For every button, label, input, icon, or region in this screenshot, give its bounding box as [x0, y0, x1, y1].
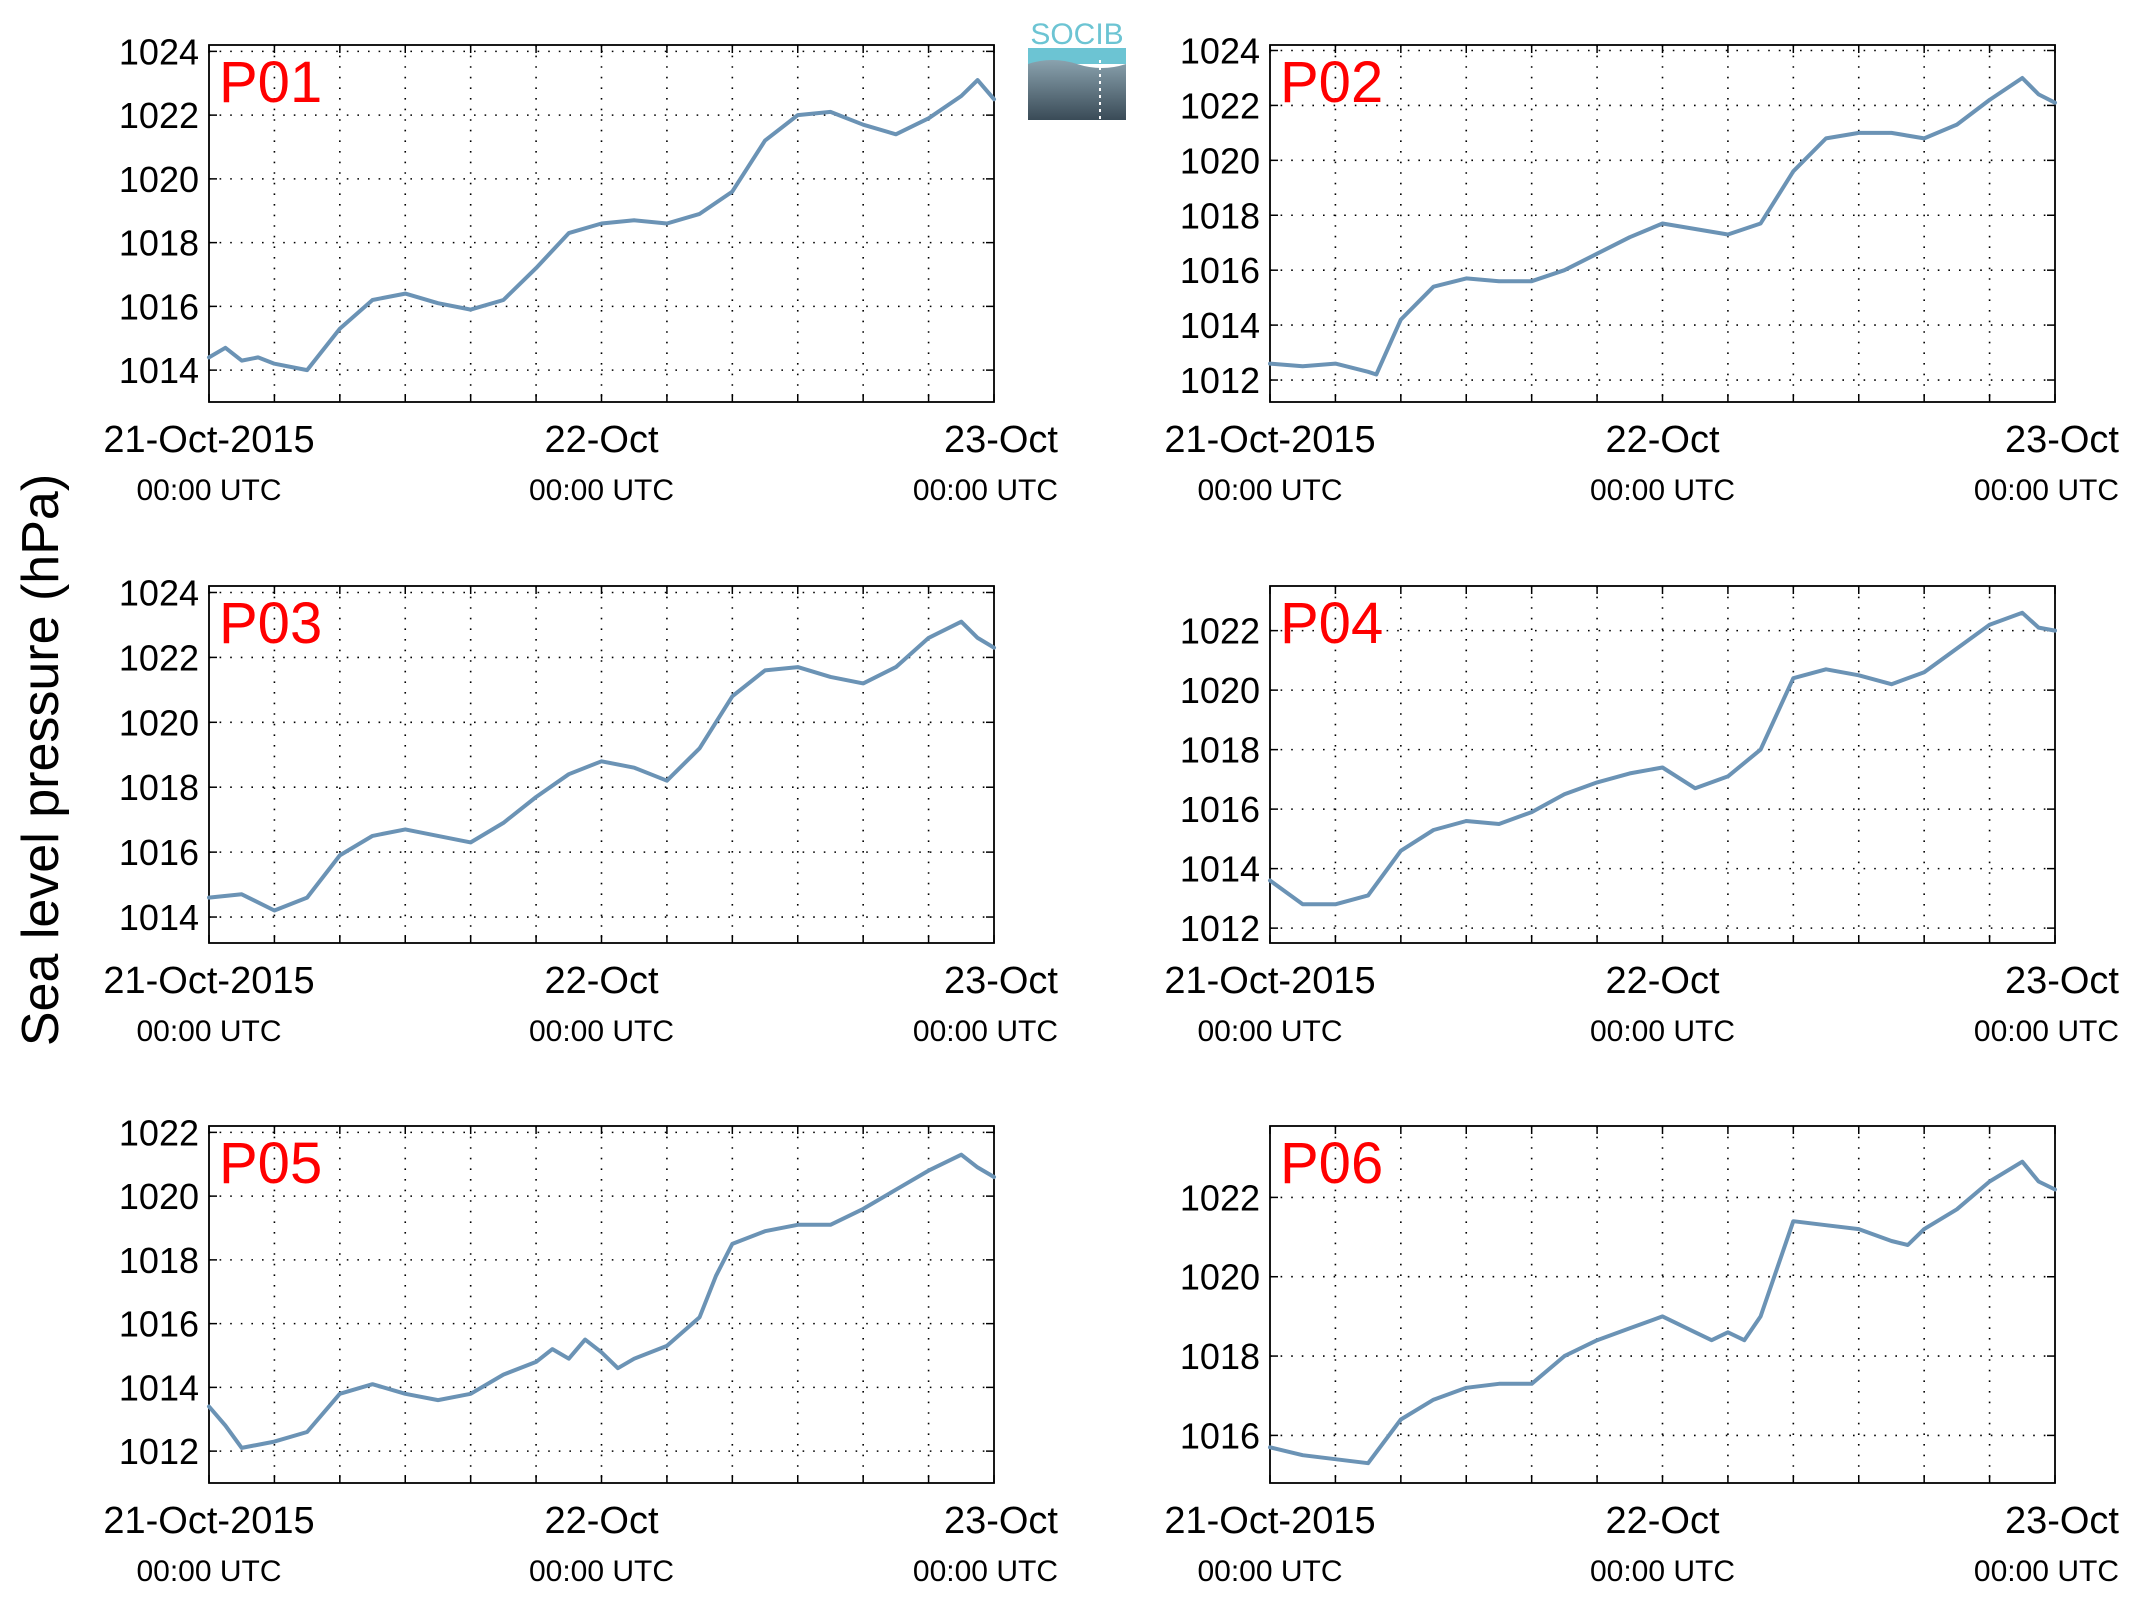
panel-p01-y-tick-label: 1022 — [119, 95, 199, 136]
panel-p06-x-tick-sublabel: 00:00 UTC — [1590, 1555, 1735, 1588]
panel-p04-pressure-series-line — [1268, 610, 2057, 907]
panel-p05-x-tick-sublabel: 00:00 UTC — [529, 1555, 674, 1588]
panel-p01-y-tick-label: 1018 — [119, 223, 199, 264]
panel-p02-x-tick-label: 22-Oct — [1605, 419, 1719, 461]
panel-p05-x-tick-label: 23-Oct — [944, 1500, 1058, 1542]
panel-p06-x-tick-label: 23-Oct — [2005, 1500, 2119, 1542]
panel-p04-y-tick-label: 1022 — [1180, 611, 1260, 652]
socib-logo-wave-icon — [1028, 48, 1126, 64]
panel-p03-pressure-series-line — [207, 619, 996, 913]
panel-p02-y-tick-label: 1012 — [1180, 360, 1260, 401]
panel-p02: 1012 1014 1016 1018 1020 1022 1024 21-Oct-2015 0… — [1164, 30, 2119, 507]
panel-p02-x-tick-sublabel: 00:00 UTC — [1197, 474, 1342, 507]
panel-p05: 1012 1014 1016 1018 1020 1022 21-Oct-2015 00:00… — [103, 1112, 1058, 1588]
panel-p05-x-tick-sublabel: 00:00 UTC — [136, 1555, 281, 1588]
shared-y-axis-label: Sea level pressure (hPa) — [12, 474, 70, 1046]
panel-p03-x-tick-label: 21-Oct-2015 — [103, 960, 314, 1002]
panel-p02-x-tick-label: 23-Oct — [2005, 419, 2119, 461]
panel-p04: 1012 1014 1016 1018 1020 1022 21-Oct-2015 00:00… — [1164, 585, 2119, 1048]
panel-p02-x-tick-sublabel: 00:00 UTC — [1974, 474, 2119, 507]
panel-p04-y-tick-label: 1020 — [1180, 670, 1260, 711]
panel-p01-y-tick-label: 1020 — [119, 159, 199, 200]
panel-p06-y-tick-label: 1022 — [1180, 1177, 1260, 1218]
panel-p06: 1016 1018 1020 1022 21-Oct-2015 00:00 UTC 22-O… — [1164, 1125, 2119, 1588]
panel-p01-title: P01 — [219, 50, 322, 115]
panel-p04-x-tick-label: 22-Oct — [1605, 960, 1719, 1002]
socib-logo: SOCIB — [1028, 18, 1126, 120]
panel-p06-title: P06 — [1280, 1131, 1383, 1196]
panel-p05-pressure-series-line — [207, 1152, 996, 1450]
panel-p02-y-tick-label: 1024 — [1180, 30, 1260, 71]
panel-p02-x-tick-label: 21-Oct-2015 — [1164, 419, 1375, 461]
panel-p04-y-tick-label: 1018 — [1180, 730, 1260, 771]
panel-p04-title: P04 — [1280, 591, 1383, 656]
panel-p01-x-tick-label: 23-Oct — [944, 419, 1058, 461]
socib-logo-text: SOCIB — [1030, 18, 1123, 51]
panel-p06-x-tick-label: 21-Oct-2015 — [1164, 1500, 1375, 1542]
panel-p02-y-tick-label: 1022 — [1180, 85, 1260, 126]
panel-p06-x-tick-label: 22-Oct — [1605, 1500, 1719, 1542]
panel-p04-x-tick-sublabel: 00:00 UTC — [1590, 1015, 1735, 1048]
panel-p02-y-tick-label: 1018 — [1180, 195, 1260, 236]
panel-p04-x-tick-sublabel: 00:00 UTC — [1197, 1015, 1342, 1048]
panel-p06-x-tick-sublabel: 00:00 UTC — [1197, 1555, 1342, 1588]
panel-p05-y-tick-label: 1012 — [119, 1431, 199, 1472]
panel-p02-y-tick-label: 1014 — [1180, 305, 1260, 346]
panel-p03-x-tick-sublabel: 00:00 UTC — [136, 1015, 281, 1048]
panel-p05-x-tick-label: 21-Oct-2015 — [103, 1500, 314, 1542]
panel-p01-y-tick-label: 1016 — [119, 286, 199, 327]
panel-p03-x-tick-label: 22-Oct — [544, 960, 658, 1002]
panel-p03-y-tick-label: 1018 — [119, 767, 199, 808]
panel-p03-y-tick-label: 1020 — [119, 702, 199, 743]
panel-p03-title: P03 — [219, 591, 322, 656]
panel-p05-y-tick-label: 1018 — [119, 1240, 199, 1281]
panel-p01-x-tick-label: 21-Oct-2015 — [103, 419, 314, 461]
panel-p06-pressure-series-line — [1268, 1159, 2057, 1466]
panel-p05-y-tick-label: 1020 — [119, 1176, 199, 1217]
panel-p04-x-tick-label: 21-Oct-2015 — [1164, 960, 1375, 1002]
panel-p01-y-tick-label: 1014 — [119, 350, 199, 391]
panel-p03-x-tick-sublabel: 00:00 UTC — [913, 1015, 1058, 1048]
panel-p05-x-tick-sublabel: 00:00 UTC — [913, 1555, 1058, 1588]
panel-p02-y-tick-label: 1016 — [1180, 250, 1260, 291]
panel-p01-x-tick-sublabel: 00:00 UTC — [529, 474, 674, 507]
panel-p01-y-tick-label: 1024 — [119, 31, 199, 72]
panel-p03-x-tick-sublabel: 00:00 UTC — [529, 1015, 674, 1048]
panel-p06-y-tick-label: 1018 — [1180, 1336, 1260, 1377]
panel-p02-y-tick-label: 1020 — [1180, 140, 1260, 181]
panel-p04-y-tick-label: 1012 — [1180, 908, 1260, 949]
panel-p05-y-tick-label: 1014 — [119, 1367, 199, 1408]
panel-p01-x-tick-label: 22-Oct — [544, 419, 658, 461]
panel-p06-x-tick-sublabel: 00:00 UTC — [1974, 1555, 2119, 1588]
panel-p05-y-tick-label: 1016 — [119, 1304, 199, 1345]
panel-p03-y-tick-label: 1016 — [119, 832, 199, 873]
panel-p03: 1014 1016 1018 1020 1022 1024 21-Oct-2015 00:00… — [103, 572, 1058, 1048]
panel-p03-y-tick-label: 1022 — [119, 637, 199, 678]
panel-p04-x-tick-sublabel: 00:00 UTC — [1974, 1015, 2119, 1048]
panel-p05-y-tick-label: 1022 — [119, 1112, 199, 1153]
panel-p03-y-tick-label: 1014 — [119, 897, 199, 938]
panel-p02-pressure-series-line — [1268, 76, 2057, 377]
panel-p02-title: P02 — [1280, 50, 1383, 115]
panel-p02-x-tick-sublabel: 00:00 UTC — [1590, 474, 1735, 507]
panel-p01: 1014 1016 1018 1020 1022 1024 21-Oct-2015 00:00… — [103, 31, 1058, 507]
panel-p04-y-tick-label: 1016 — [1180, 789, 1260, 830]
panel-p06-y-tick-label: 1016 — [1180, 1415, 1260, 1456]
panel-p05-title: P05 — [219, 1131, 322, 1196]
panel-p01-x-tick-sublabel: 00:00 UTC — [913, 474, 1058, 507]
panel-p03-x-tick-label: 23-Oct — [944, 960, 1058, 1002]
panel-p03-y-tick-label: 1024 — [119, 572, 199, 613]
panel-p05-x-tick-label: 22-Oct — [544, 1500, 658, 1542]
panel-p01-x-tick-sublabel: 00:00 UTC — [136, 474, 281, 507]
panel-p06-y-tick-label: 1020 — [1180, 1257, 1260, 1298]
panel-p04-x-tick-label: 23-Oct — [2005, 960, 2119, 1002]
panel-p04-y-tick-label: 1014 — [1180, 849, 1260, 890]
panel-p01-pressure-series-line — [207, 78, 996, 373]
